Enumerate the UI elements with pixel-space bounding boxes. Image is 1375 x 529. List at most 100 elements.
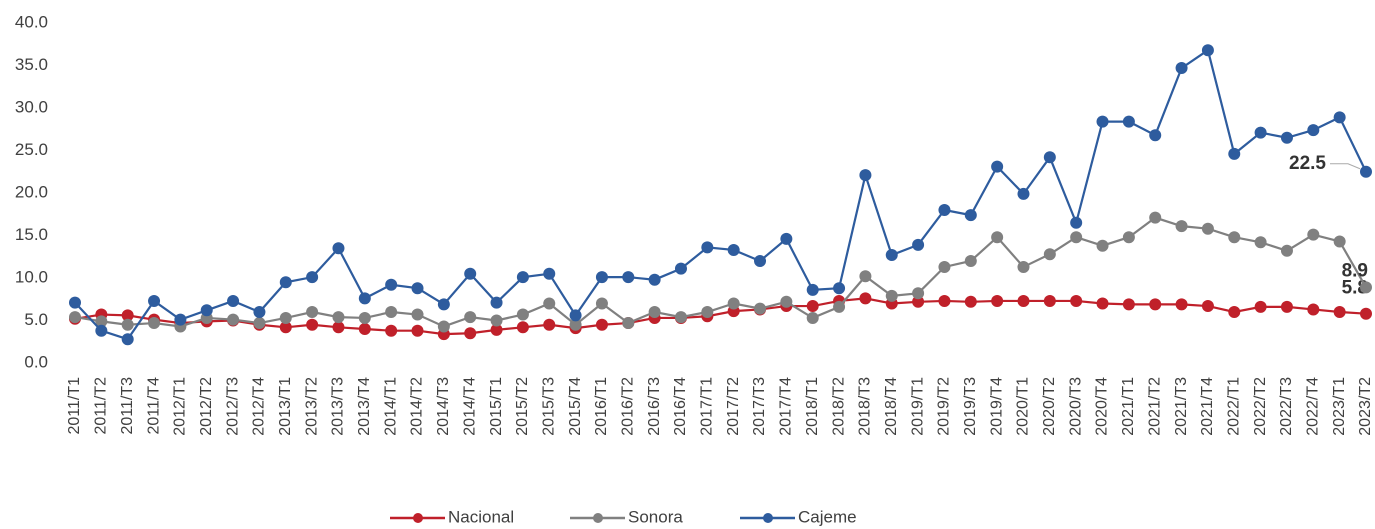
point [279, 321, 292, 334]
point [991, 294, 1004, 307]
x-tick-label: 2021/T1 [1120, 377, 1137, 436]
point [1017, 260, 1030, 273]
x-tick-label: 2017/T2 [725, 377, 742, 436]
point [938, 294, 951, 307]
legend-label: Cajeme [798, 507, 857, 526]
point [1307, 124, 1320, 137]
point [1254, 126, 1267, 139]
point [1096, 115, 1109, 128]
point [1017, 187, 1030, 200]
y-tick-label: 25.0 [15, 140, 48, 159]
point [569, 309, 582, 322]
x-tick-label: 2022/T2 [1252, 377, 1269, 436]
x-tick-label: 2022/T3 [1278, 377, 1295, 436]
point [1175, 298, 1188, 311]
point [1360, 307, 1372, 320]
x-tick-label: 2019/T4 [988, 377, 1005, 436]
point [385, 306, 398, 318]
x-tick-label: 2020/T2 [1041, 377, 1058, 436]
point [1201, 222, 1214, 235]
point [1122, 231, 1135, 244]
point [1070, 231, 1083, 244]
data-label: 8.9 [1342, 260, 1368, 281]
point [516, 321, 529, 334]
x-tick-label: 2019/T1 [909, 377, 926, 436]
point [912, 295, 925, 308]
point [701, 306, 714, 318]
y-tick-label: 30.0 [15, 97, 48, 116]
point [516, 271, 529, 284]
point [69, 296, 81, 309]
point [1070, 216, 1083, 229]
x-tick-label: 2011/T2 [93, 377, 110, 435]
x-tick-label: 2023/T1 [1331, 377, 1348, 436]
point [464, 267, 477, 280]
point [595, 318, 608, 331]
point [148, 317, 161, 330]
point [964, 209, 977, 222]
point [806, 283, 819, 296]
legend-marker [593, 513, 603, 523]
x-tick-label: 2013/T4 [356, 377, 373, 436]
point [1228, 147, 1241, 160]
point [490, 323, 503, 336]
point [780, 232, 793, 245]
point [121, 318, 134, 331]
legend-marker [413, 513, 423, 523]
point [912, 287, 925, 300]
point [1149, 298, 1162, 311]
x-tick-label: 2013/T2 [303, 377, 320, 436]
point [358, 292, 371, 305]
x-tick-label: 2012/T1 [172, 377, 189, 436]
legend-label: Sonora [628, 507, 683, 526]
x-tick-label: 2014/T2 [409, 377, 426, 436]
point [490, 314, 503, 327]
point [938, 204, 951, 216]
point [780, 295, 793, 308]
x-tick-label: 2016/T1 [593, 377, 610, 436]
point [121, 333, 134, 346]
point [1122, 298, 1135, 311]
point [648, 306, 661, 318]
x-tick-label: 2019/T2 [936, 377, 953, 436]
x-tick-label: 2014/T3 [435, 377, 452, 436]
x-tick-label: 2012/T3 [224, 377, 241, 436]
x-tick-label: 2011/T4 [145, 377, 162, 435]
x-tick-label: 2017/T4 [778, 377, 795, 436]
point [701, 241, 714, 254]
point [991, 231, 1004, 244]
legend-label: Nacional [448, 507, 514, 526]
point [1070, 294, 1083, 307]
point [1043, 248, 1056, 261]
point [385, 324, 398, 337]
point [1333, 306, 1346, 318]
point [569, 318, 582, 331]
legend-marker [763, 513, 773, 523]
point [306, 271, 319, 284]
point [859, 169, 872, 182]
x-tick-label: 2018/T3 [857, 377, 874, 436]
x-tick-label: 2013/T3 [330, 377, 347, 436]
point [200, 304, 213, 317]
point [1333, 235, 1346, 248]
point [543, 297, 556, 310]
point [306, 306, 319, 318]
y-tick-label: 40.0 [15, 12, 48, 31]
x-tick-label: 2017/T3 [751, 377, 768, 436]
point [306, 318, 319, 331]
point [490, 296, 503, 309]
y-tick-label: 5.0 [24, 310, 48, 329]
data-label: 5.8 [1342, 278, 1368, 299]
x-tick-label: 2015/T2 [514, 377, 531, 436]
y-tick-label: 35.0 [15, 55, 48, 74]
point [754, 302, 767, 315]
point [674, 262, 687, 275]
point [1043, 151, 1056, 164]
point [727, 243, 740, 256]
point [1307, 303, 1320, 316]
point [1280, 244, 1293, 257]
x-tick-label: 2021/T2 [1146, 377, 1163, 436]
point [174, 313, 187, 326]
point [885, 289, 898, 302]
